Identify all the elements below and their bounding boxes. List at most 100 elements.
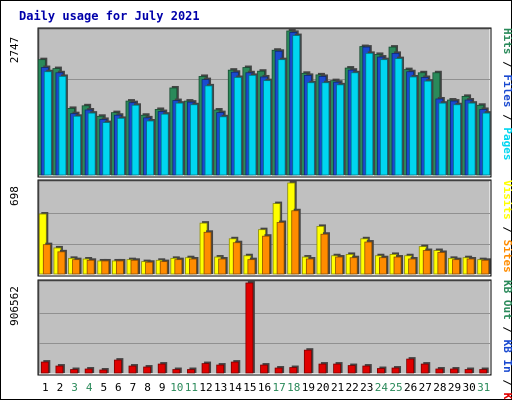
bar-kb-f-day-18 <box>289 365 299 374</box>
bar-kb-f-day-6 <box>113 358 124 374</box>
bar-sites-day-28 <box>437 250 447 275</box>
bar-kb-f-day-5 <box>99 368 109 374</box>
bar-sites-day-21 <box>335 255 345 275</box>
bar-kb-f-day-15 <box>245 281 255 374</box>
bar-sites-day-15 <box>247 257 257 275</box>
x-tick-day-29: 29 <box>448 381 461 394</box>
bar-kb-f-day-30 <box>464 367 475 374</box>
y-axis-max-label: 906562 <box>8 286 21 326</box>
x-tick-day-7: 7 <box>130 381 137 394</box>
bar-kb-f-day-16 <box>260 363 270 374</box>
bar-kb-f-day-8 <box>143 365 153 374</box>
x-tick-day-27: 27 <box>419 381 432 394</box>
x-tick-day-24: 24 <box>375 381 389 394</box>
bar-sites-day-24 <box>379 255 389 275</box>
x-tick-day-31: 31 <box>477 381 490 394</box>
bar-kb-f-day-20 <box>318 362 328 374</box>
bar-sites-day-10 <box>174 257 184 275</box>
bar-pages-day-21 <box>336 82 346 176</box>
bar-sites-day-5 <box>101 258 111 275</box>
bar-pages-day-5 <box>102 120 112 176</box>
panel-top: 2747 <box>8 27 492 178</box>
bar-kb-f-day-14 <box>230 360 241 374</box>
bar-pages-day-1 <box>43 69 54 176</box>
bar-pages-day-18 <box>292 33 302 176</box>
panel-middle: 698 <box>8 179 492 277</box>
bar-kb-f-day-29 <box>450 367 460 374</box>
bar-kb-f-day-17 <box>274 366 285 374</box>
x-tick-day-26: 26 <box>404 381 417 394</box>
bar-kb-f-day-31 <box>479 367 489 374</box>
bar-sites-day-27 <box>422 248 433 275</box>
bar-pages-day-11 <box>190 102 200 176</box>
bar-pages-day-15 <box>248 73 258 176</box>
x-tick-day-17: 17 <box>272 381 285 394</box>
x-tick-day-11: 11 <box>185 381 198 394</box>
bar-kb-f-day-3 <box>70 367 80 374</box>
chart-title: Daily usage for July 2021 <box>19 9 200 23</box>
x-tick-day-12: 12 <box>199 381 212 394</box>
x-tick-day-6: 6 <box>115 381 122 394</box>
x-tick-day-2: 2 <box>57 381 64 394</box>
bar-kb-f-day-12 <box>201 361 212 374</box>
x-tick-day-21: 21 <box>331 381 344 394</box>
bar-pages-day-7 <box>131 103 141 176</box>
bar-kb-f-day-4 <box>84 367 95 374</box>
bar-kb-f-day-2 <box>55 364 65 374</box>
bar-sites-day-23 <box>364 240 374 275</box>
bar-sites-day-8 <box>145 260 155 275</box>
bar-pages-day-27 <box>423 79 434 176</box>
bar-kb-f-day-10 <box>172 367 182 374</box>
bar-pages-day-13 <box>219 114 229 176</box>
bar-sites-day-26 <box>408 257 418 275</box>
x-tick-day-23: 23 <box>360 381 373 394</box>
legend-bottom: KB Out / KB In / KB F <box>501 280 512 400</box>
bar-sites-day-9 <box>159 259 170 275</box>
x-tick-day-14: 14 <box>229 381 243 394</box>
bar-pages-day-25 <box>394 56 405 176</box>
bar-kb-f-day-25 <box>391 366 402 374</box>
bar-sites-day-30 <box>466 257 477 275</box>
bar-sites-day-18 <box>291 208 301 275</box>
x-tick-day-20: 20 <box>316 381 329 394</box>
bar-sites-day-1 <box>42 242 53 275</box>
x-tick-day-1: 1 <box>42 381 49 394</box>
x-tick-day-5: 5 <box>100 381 107 394</box>
bar-kb-f-day-21 <box>333 362 343 374</box>
bar-sites-day-31 <box>481 258 491 275</box>
x-tick-day-4: 4 <box>86 381 93 394</box>
bar-pages-day-22 <box>350 70 361 176</box>
bar-sites-day-3 <box>72 257 82 275</box>
bar-sites-day-29 <box>452 257 462 275</box>
bar-kb-f-day-22 <box>347 363 358 374</box>
bar-sites-day-19 <box>305 257 316 275</box>
bar-sites-day-22 <box>349 255 360 275</box>
bar-pages-day-29 <box>453 102 463 176</box>
x-tick-day-9: 9 <box>159 381 166 394</box>
bar-kb-f-day-7 <box>128 364 138 374</box>
bar-sites-day-20 <box>320 232 330 275</box>
bar-pages-day-9 <box>160 112 171 176</box>
legend-top: Hits / Files / Pages <box>501 28 512 161</box>
y-axis-max-label: 698 <box>8 186 21 206</box>
x-tick-day-16: 16 <box>258 381 271 394</box>
bar-kb-f-day-27 <box>420 362 431 374</box>
legend-middle: Visits / Sites <box>501 180 512 273</box>
bar-sites-day-7 <box>130 258 140 275</box>
bar-pages-day-12 <box>204 83 215 176</box>
x-tick-day-25: 25 <box>389 381 402 394</box>
x-tick-day-19: 19 <box>302 381 315 394</box>
x-tick-day-10: 10 <box>170 381 183 394</box>
bar-pages-day-2 <box>58 74 68 176</box>
bar-pages-day-17 <box>277 57 288 176</box>
x-tick-day-28: 28 <box>433 381 446 394</box>
bar-kb-f-day-26 <box>406 357 416 374</box>
bar-pages-day-3 <box>73 114 83 176</box>
bar-pages-day-4 <box>87 111 98 176</box>
bar-sites-day-12 <box>203 230 214 275</box>
bar-pages-day-23 <box>365 51 375 176</box>
bar-pages-day-31 <box>482 111 492 176</box>
x-tick-day-3: 3 <box>71 381 78 394</box>
bar-pages-day-24 <box>380 57 390 176</box>
bar-kb-f-day-28 <box>435 367 445 374</box>
